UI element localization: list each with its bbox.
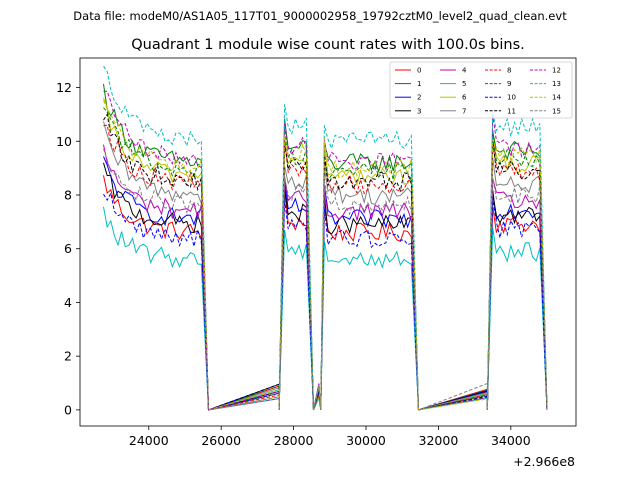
- y-tick-label: 4: [64, 295, 72, 310]
- y-axis: 0 2 4 6 8 10 12: [56, 80, 80, 417]
- y-tick-label: 6: [64, 241, 72, 256]
- legend-label-0: 0: [417, 67, 421, 75]
- series-line-10: [103, 191, 548, 411]
- chart-title: Quadrant 1 module wise count rates with …: [131, 37, 525, 53]
- x-tick-label: 28000: [274, 433, 314, 448]
- legend-label-5: 5: [462, 80, 466, 88]
- legend-label-12: 12: [552, 67, 561, 75]
- y-tick-label: 0: [64, 402, 72, 417]
- x-axis: 24000 26000 28000 30000 32000 34000: [129, 426, 531, 448]
- legend-label-7: 7: [462, 107, 466, 115]
- x-offset-label: +2.966e8: [513, 454, 575, 469]
- legend-label-1: 1: [417, 80, 421, 88]
- series-line-8: [103, 124, 548, 411]
- legend-label-10: 10: [507, 94, 516, 102]
- series-line-15: [103, 148, 548, 411]
- x-tick-label: 34000: [491, 433, 531, 448]
- series-line-3: [103, 162, 548, 411]
- y-tick-label: 12: [56, 80, 72, 95]
- legend-label-3: 3: [417, 107, 421, 115]
- x-tick-label: 24000: [129, 433, 169, 448]
- series-line-12: [103, 90, 548, 411]
- legend-label-2: 2: [417, 94, 421, 102]
- y-tick-label: 2: [64, 349, 72, 364]
- legend-label-15: 15: [552, 107, 561, 115]
- x-tick-label: 30000: [346, 433, 386, 448]
- legend-label-9: 9: [507, 80, 511, 88]
- series-line-5: [103, 206, 548, 411]
- series-line-9: [103, 107, 548, 411]
- legend-label-8: 8: [507, 67, 511, 75]
- series-line-11: [103, 113, 548, 411]
- legend-label-4: 4: [462, 67, 467, 75]
- legend-label-6: 6: [462, 94, 467, 102]
- y-tick-label: 10: [56, 134, 72, 149]
- legend-label-13: 13: [552, 80, 561, 88]
- series-line-7: [103, 121, 548, 411]
- x-tick-label: 32000: [419, 433, 459, 448]
- legend-label-11: 11: [507, 107, 516, 115]
- legend-label-14: 14: [552, 94, 561, 102]
- chart-suptitle: Data file: modeM0/AS1A05_117T01_90000029…: [73, 9, 567, 23]
- series-line-6: [103, 97, 548, 411]
- plot-frame: [79, 57, 577, 427]
- x-tick-label: 26000: [201, 433, 241, 448]
- legend-box: [389, 61, 573, 119]
- y-tick-label: 8: [64, 187, 72, 202]
